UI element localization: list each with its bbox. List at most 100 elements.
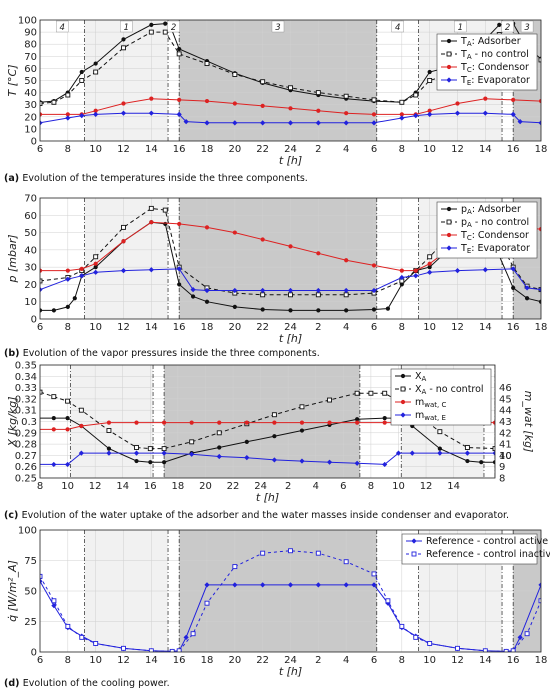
data-point bbox=[65, 276, 71, 282]
data-point bbox=[79, 423, 84, 429]
x-tick-label: 16 bbox=[173, 322, 186, 333]
x-tick-label: 6 bbox=[37, 655, 43, 666]
data-point bbox=[163, 21, 168, 26]
data-point bbox=[65, 398, 71, 404]
data-point bbox=[40, 278, 43, 284]
x-axis-label: t [h] bbox=[279, 154, 302, 167]
x-tick-label: 12 bbox=[117, 655, 130, 666]
data-point bbox=[148, 267, 154, 273]
x-tick-label: 20 bbox=[199, 481, 212, 492]
y-tick-label: 0.27 bbox=[15, 451, 37, 462]
data-point bbox=[204, 61, 210, 67]
plot-frame bbox=[39, 19, 542, 142]
y-tick-label: 20 bbox=[24, 280, 37, 291]
x-tick-label: 2 bbox=[315, 655, 321, 666]
legend-box bbox=[436, 33, 538, 91]
data-point bbox=[315, 582, 321, 588]
x-tick-label: 8 bbox=[65, 322, 71, 333]
data-point bbox=[121, 239, 126, 244]
y-tick-label: 0 bbox=[31, 648, 37, 659]
legend-item: Reference - control active bbox=[406, 536, 548, 547]
data-point bbox=[40, 268, 43, 273]
data-point bbox=[538, 57, 541, 63]
data-point bbox=[232, 304, 237, 309]
x-tick-label: 24 bbox=[284, 655, 297, 666]
plot-frame bbox=[39, 197, 542, 320]
data-point bbox=[232, 71, 238, 77]
data-point bbox=[148, 648, 154, 652]
phase-label-box bbox=[520, 20, 534, 33]
y-right-tick-label: 45 bbox=[499, 394, 512, 405]
data-point bbox=[161, 420, 167, 425]
x-tick-label: 14 bbox=[447, 481, 460, 492]
data-point bbox=[177, 221, 182, 227]
data-point bbox=[121, 37, 126, 42]
x-tick-label: 12 bbox=[451, 322, 464, 333]
y-right-tick-label: 41 bbox=[499, 440, 512, 451]
data-point bbox=[413, 92, 419, 98]
y-right-tick-label: 44 bbox=[499, 406, 512, 417]
y-tick-label: 10 bbox=[24, 297, 37, 308]
data-point bbox=[371, 263, 377, 268]
x-tick-label: 14 bbox=[479, 322, 492, 333]
data-point bbox=[260, 287, 266, 294]
y-right-tick-label: 10 bbox=[499, 451, 512, 462]
data-point bbox=[51, 603, 57, 609]
data-point bbox=[79, 634, 85, 640]
y-tick-label: 0.32 bbox=[15, 394, 37, 405]
data-point bbox=[538, 98, 541, 104]
y-right-tick-label: 46 bbox=[499, 383, 512, 394]
data-point bbox=[371, 120, 377, 126]
x-tick-label: 14 bbox=[145, 322, 158, 333]
legend-marker bbox=[446, 77, 452, 83]
legend-item: XA bbox=[395, 371, 427, 383]
data-point bbox=[299, 458, 305, 464]
data-point bbox=[455, 645, 460, 651]
phase-label-box bbox=[501, 20, 514, 33]
data-point bbox=[40, 389, 43, 395]
y-tick-label: 50 bbox=[24, 228, 37, 239]
data-point bbox=[121, 101, 126, 106]
y-tick-label: 0 bbox=[31, 315, 37, 326]
data-point bbox=[106, 446, 112, 451]
data-point bbox=[260, 120, 266, 126]
x-tick-label: 18 bbox=[172, 481, 185, 492]
data-point bbox=[288, 548, 293, 554]
data-point bbox=[315, 292, 321, 298]
data-point bbox=[371, 287, 377, 294]
x-tick-label: 4 bbox=[313, 481, 319, 492]
data-point bbox=[371, 97, 377, 103]
data-point bbox=[454, 268, 461, 274]
data-point bbox=[465, 458, 470, 464]
y-right-tick-label: 40 bbox=[499, 451, 512, 462]
y-tick-label: 0.33 bbox=[15, 383, 37, 394]
x-tick-label: 8 bbox=[65, 655, 71, 666]
data-point bbox=[371, 307, 377, 312]
data-point bbox=[272, 420, 277, 425]
x-tick-label: 24 bbox=[284, 322, 297, 333]
data-point bbox=[354, 390, 360, 396]
data-point bbox=[344, 111, 349, 116]
data-point bbox=[65, 623, 71, 629]
x-tick-label: 16 bbox=[507, 322, 520, 333]
data-point bbox=[497, 22, 502, 27]
data-point bbox=[385, 306, 391, 311]
x-tick-label: 16 bbox=[507, 655, 520, 666]
data-point bbox=[78, 407, 84, 413]
x-tick-label: 22 bbox=[227, 481, 240, 492]
data-point bbox=[232, 287, 238, 294]
data-point bbox=[427, 261, 432, 266]
x-tick-label: 8 bbox=[399, 655, 405, 666]
data-point bbox=[72, 296, 77, 301]
data-point bbox=[148, 205, 154, 211]
x-tick-label: 20 bbox=[228, 144, 241, 155]
legend-marker bbox=[400, 386, 406, 392]
x-tick-label: 12 bbox=[89, 481, 102, 492]
legend-label: mwat, E bbox=[415, 410, 446, 422]
data-point bbox=[464, 445, 470, 450]
x-tick-label: 10 bbox=[423, 322, 436, 333]
data-point bbox=[204, 299, 210, 304]
x-tick-label: 4 bbox=[343, 655, 349, 666]
data-point bbox=[343, 292, 349, 298]
data-point bbox=[260, 307, 265, 312]
